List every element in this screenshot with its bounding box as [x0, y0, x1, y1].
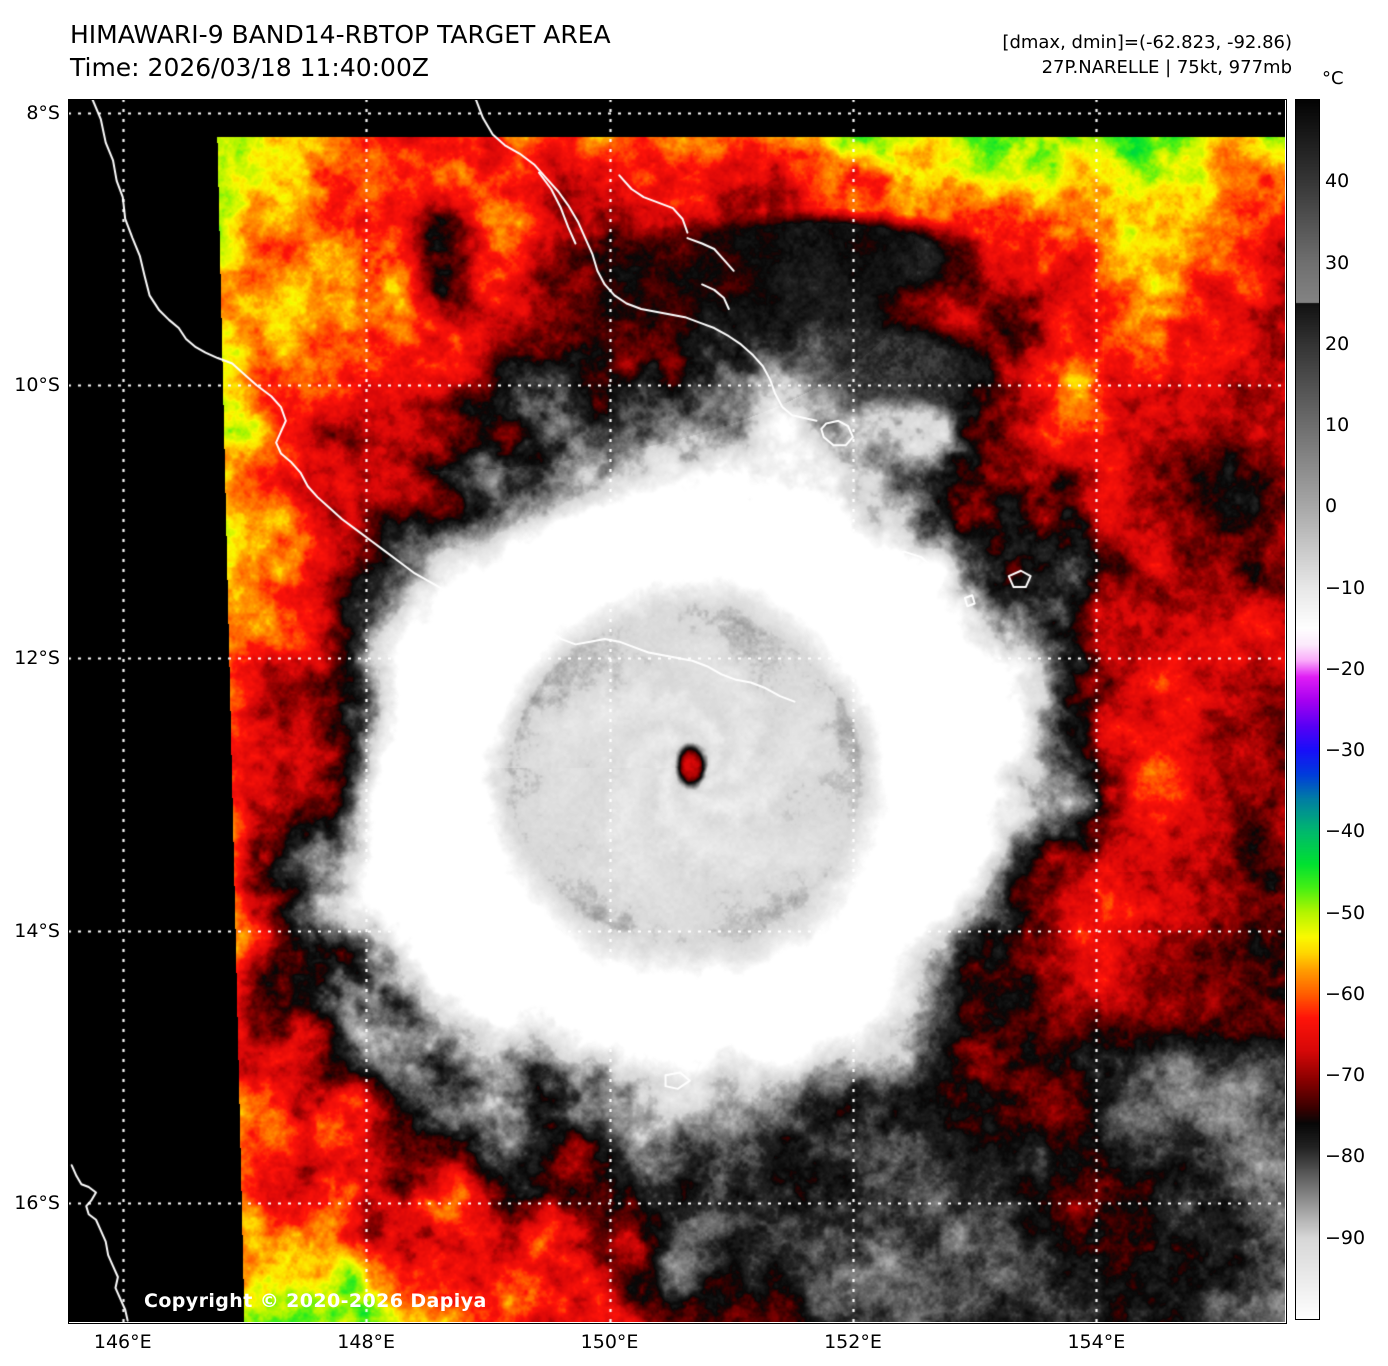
colorbar-tick-label: 30	[1325, 251, 1350, 274]
storm-info-label: 27P.NARELLE | 75kt, 977mb	[1041, 57, 1292, 78]
colorbar-gradient	[1296, 100, 1319, 1319]
colorbar-tick-label: −50	[1325, 901, 1366, 924]
copyright-label: Copyright © 2020-2026 Dapiya	[144, 1290, 487, 1312]
latitude-tick-label: 10°S	[14, 374, 60, 397]
colorbar-unit-label: °C	[1322, 68, 1344, 89]
product-title: HIMAWARI-9 BAND14-RBTOP TARGET AREA	[70, 20, 611, 49]
colorbar-tick-label: 20	[1325, 332, 1350, 355]
colorbar-tick-label: −30	[1325, 739, 1366, 762]
longitude-tick-label: 150°E	[580, 1331, 639, 1353]
latitude-tick-label: 8°S	[26, 101, 60, 124]
colorbar-tick-label: −80	[1325, 1145, 1366, 1168]
latitude-tick-label: 14°S	[14, 919, 60, 942]
longitude-tick-label: 148°E	[337, 1331, 396, 1353]
colorbar-tick-label: −40	[1325, 820, 1366, 843]
timestamp-label: Time: 2026/03/18 11:40:00Z	[70, 53, 429, 82]
colorbar-tick-label: −90	[1325, 1226, 1366, 1249]
latitude-tick-label: 16°S	[14, 1192, 60, 1215]
colorbar-tick-label: 0	[1325, 495, 1338, 518]
longitude-tick-label: 154°E	[1067, 1331, 1126, 1353]
longitude-tick-label: 152°E	[824, 1331, 882, 1353]
satellite-plot-area: Copyright © 2020-2026 Dapiya	[68, 99, 1285, 1322]
metadata-block: [dmax, dmin]=(-62.823, -92.86) 27P.NARELL…	[1002, 30, 1292, 80]
colorbar-tick-label: −70	[1325, 1064, 1366, 1087]
dminmax-label: [dmax, dmin]=(-62.823, -92.86)	[1002, 32, 1292, 53]
longitude-tick-label: 146°E	[93, 1331, 152, 1353]
colorbar-tick-label: 10	[1325, 414, 1350, 437]
satellite-imagery	[68, 99, 1285, 1322]
colorbar-tick-label: −20	[1325, 657, 1366, 680]
colorbar-tick-label: 40	[1325, 170, 1350, 193]
colorbar	[1296, 100, 1319, 1319]
colorbar-tick-label: −10	[1325, 576, 1366, 599]
page-title: HIMAWARI-9 BAND14-RBTOP TARGET AREA Time:…	[70, 18, 611, 84]
latitude-tick-label: 12°S	[14, 647, 60, 669]
colorbar-tick-label: −60	[1325, 982, 1366, 1005]
